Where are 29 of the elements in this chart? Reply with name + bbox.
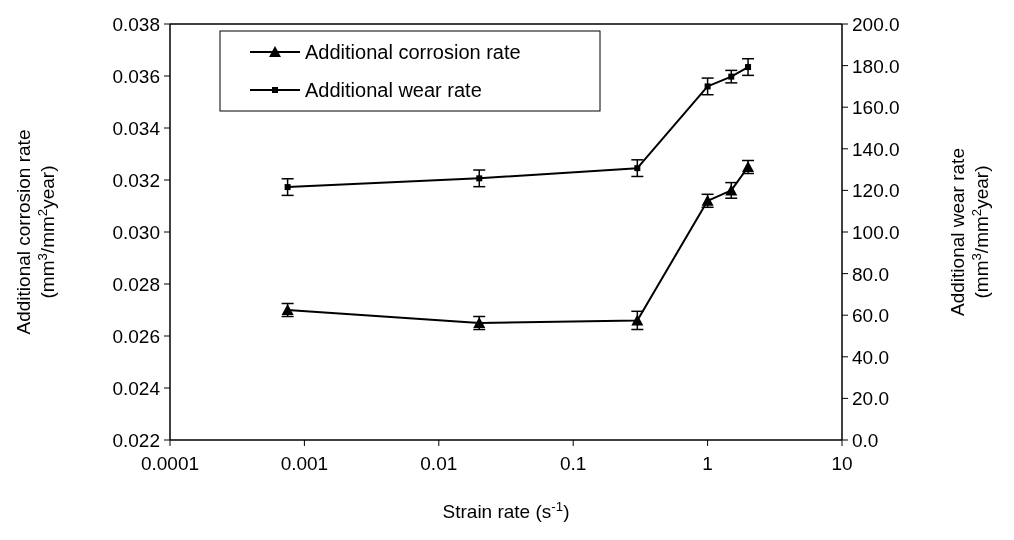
x-tick-label: 1 (702, 453, 713, 474)
y2-tick-label: 200.0 (852, 14, 900, 35)
y2-tick-label: 140.0 (852, 138, 900, 160)
legend-label: Additional wear rate (305, 79, 482, 101)
x-tick-label: 10 (831, 453, 853, 474)
y2-tick-label: 100.0 (852, 222, 900, 243)
y2-tick-label: 160.0 (852, 97, 900, 119)
x-tick-label: 0.1 (559, 453, 587, 474)
y2-tick-label: 60.0 (852, 305, 889, 327)
y-tick-label: 0.034 (112, 118, 161, 139)
y2-tick-label: 180.0 (852, 55, 900, 77)
y-tick-label: 0.026 (112, 326, 160, 347)
y2-tick-label: 20.0 (852, 388, 889, 410)
x-axis-title: Strain rate (s$^{-1}$) (442, 498, 570, 522)
y-tick-label: 0.036 (112, 66, 160, 87)
y2-tick-label: 40.0 (852, 346, 889, 368)
x-tick-label: 0.001 (280, 453, 329, 474)
y2-tick-label: 0.0 (852, 430, 879, 451)
x-tick-label: 0.01 (420, 453, 458, 474)
y2-tick-label: 80.0 (852, 263, 889, 285)
legend-label: Additional corrosion rate (305, 41, 521, 63)
y-tick-label: 0.028 (112, 274, 160, 295)
y-tick-label: 0.024 (112, 378, 161, 399)
y-tick-label: 0.032 (112, 170, 160, 191)
y2-tick-label: 120.0 (852, 180, 900, 202)
y-tick-label: 0.038 (112, 14, 160, 35)
y-tick-label: 0.030 (112, 222, 160, 243)
y-tick-label: 0.022 (112, 430, 160, 451)
x-tick-label: 0.0001 (140, 453, 200, 474)
